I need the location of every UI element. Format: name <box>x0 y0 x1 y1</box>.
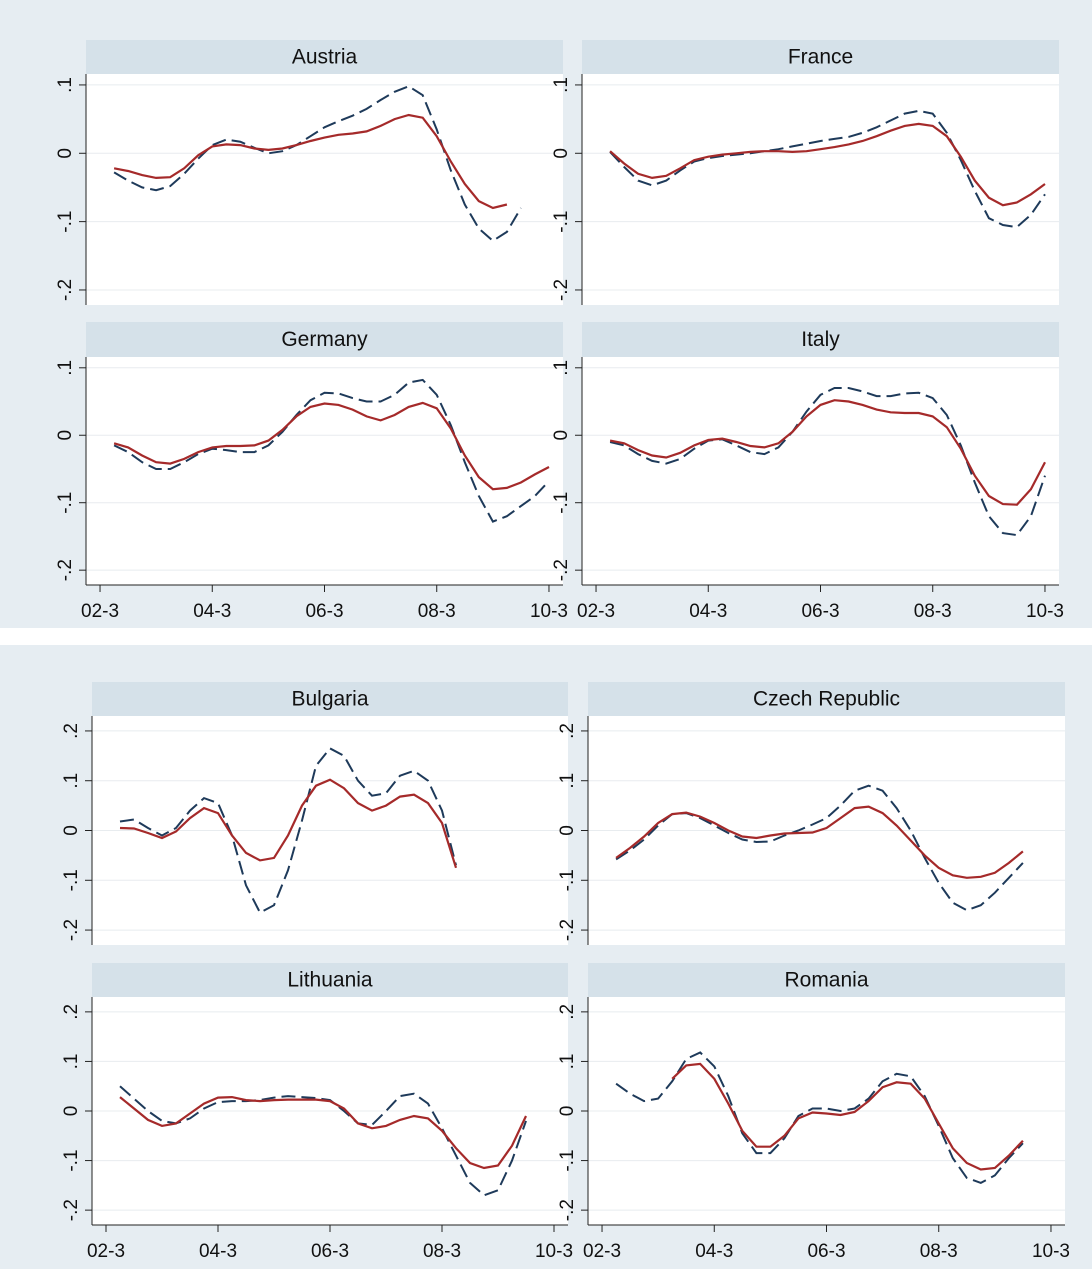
x-tick-label: 02-3 <box>81 601 119 622</box>
y-tick-label: .2 <box>61 1004 82 1020</box>
y-tick-label: .2 <box>557 723 578 739</box>
solid-line <box>609 399 1046 506</box>
y-tick-label: .2 <box>61 723 82 739</box>
y-tick-label: 0 <box>61 1106 82 1117</box>
y-tick-label: -.1 <box>55 211 76 233</box>
y-tick-label: 0 <box>55 430 76 441</box>
y-tick-label: -.2 <box>551 559 572 581</box>
y-tick-label: .1 <box>551 77 572 93</box>
y-tick-label: -.2 <box>61 1199 82 1221</box>
panel-header <box>588 682 1065 716</box>
y-tick-label: 0 <box>61 825 82 836</box>
solid-line <box>119 778 458 869</box>
y-tick-label: -.1 <box>557 869 578 891</box>
panel-header <box>92 963 568 997</box>
plot-area <box>582 357 1059 585</box>
y-tick-label: .1 <box>55 77 76 93</box>
dashed-line <box>609 109 1046 229</box>
x-tick-label: 02-3 <box>583 1241 621 1262</box>
x-tick-label: 02-3 <box>577 601 615 622</box>
x-tick-label: 10-3 <box>530 601 568 622</box>
x-tick-label: 06-3 <box>801 601 839 622</box>
y-tick-label: -.1 <box>61 1149 82 1171</box>
panel-header <box>588 963 1065 997</box>
y-tick-label: -.1 <box>551 492 572 514</box>
y-tick-label: -.2 <box>55 559 76 581</box>
x-tick-label: 08-3 <box>920 1241 958 1262</box>
panel-title: France <box>788 46 853 69</box>
y-tick-label: .1 <box>61 1054 82 1070</box>
panel-title: Germany <box>281 328 368 351</box>
x-tick-label: 06-3 <box>807 1241 845 1262</box>
x-tick-label: 06-3 <box>311 1241 349 1262</box>
y-tick-label: -.2 <box>61 919 82 941</box>
y-tick-label: -.2 <box>557 1199 578 1221</box>
x-tick-label: 10-3 <box>535 1241 573 1262</box>
x-tick-label: 10-3 <box>1032 1241 1070 1262</box>
y-tick-label: .1 <box>551 360 572 376</box>
panel-header <box>582 322 1059 357</box>
x-tick-label: 08-3 <box>423 1241 461 1262</box>
panel-title: Austria <box>292 46 358 69</box>
y-tick-label: -.1 <box>551 211 572 233</box>
x-tick-label: 08-3 <box>418 601 456 622</box>
x-tick-label: 08-3 <box>914 601 952 622</box>
solid-line <box>113 401 550 491</box>
y-tick-label: 0 <box>557 825 578 836</box>
x-tick-label: 02-3 <box>87 1241 125 1262</box>
y-tick-label: 0 <box>551 148 572 159</box>
y-tick-label: -.1 <box>55 492 76 514</box>
panel-header <box>582 40 1059 74</box>
solid-line <box>609 122 1046 207</box>
dashed-line <box>119 1085 527 1197</box>
panel-title: Czech Republic <box>753 688 900 711</box>
y-tick-label: 0 <box>557 1106 578 1117</box>
plot-area <box>582 74 1059 305</box>
y-tick-label: -.1 <box>61 869 82 891</box>
plot-area <box>86 74 563 305</box>
x-tick-label: 04-3 <box>199 1241 237 1262</box>
y-tick-label: 0 <box>551 430 572 441</box>
panel-title: Bulgaria <box>291 688 368 711</box>
solid-line <box>671 1062 1024 1171</box>
y-tick-label: -.2 <box>55 279 76 301</box>
dashed-line <box>113 85 522 243</box>
y-tick-label: 0 <box>55 148 76 159</box>
y-tick-label: .1 <box>557 773 578 789</box>
panel-title: Italy <box>801 328 840 351</box>
solid-line <box>119 1095 527 1170</box>
y-tick-label: .1 <box>557 1054 578 1070</box>
x-tick-label: 10-3 <box>1026 601 1064 622</box>
dashed-line <box>113 378 550 523</box>
y-tick-label: -.2 <box>557 919 578 941</box>
x-tick-label: 06-3 <box>305 601 343 622</box>
solid-line <box>113 113 508 210</box>
panel-header <box>86 40 563 74</box>
y-tick-label: .1 <box>55 360 76 376</box>
x-tick-label: 04-3 <box>193 601 231 622</box>
dashed-line <box>119 747 457 914</box>
y-tick-label: -.1 <box>557 1149 578 1171</box>
plot-area <box>86 357 563 585</box>
panel-title: Romania <box>784 969 868 992</box>
solid-line <box>615 805 1024 879</box>
panel-title: Lithuania <box>287 969 373 992</box>
x-tick-label: 04-3 <box>695 1241 733 1262</box>
y-tick-label: .2 <box>557 1004 578 1020</box>
y-tick-label: .1 <box>61 773 82 789</box>
panel-header <box>92 682 568 716</box>
panel-header <box>86 322 563 357</box>
x-tick-label: 04-3 <box>689 601 727 622</box>
y-tick-label: -.2 <box>551 279 572 301</box>
dashed-line <box>615 1051 1024 1184</box>
